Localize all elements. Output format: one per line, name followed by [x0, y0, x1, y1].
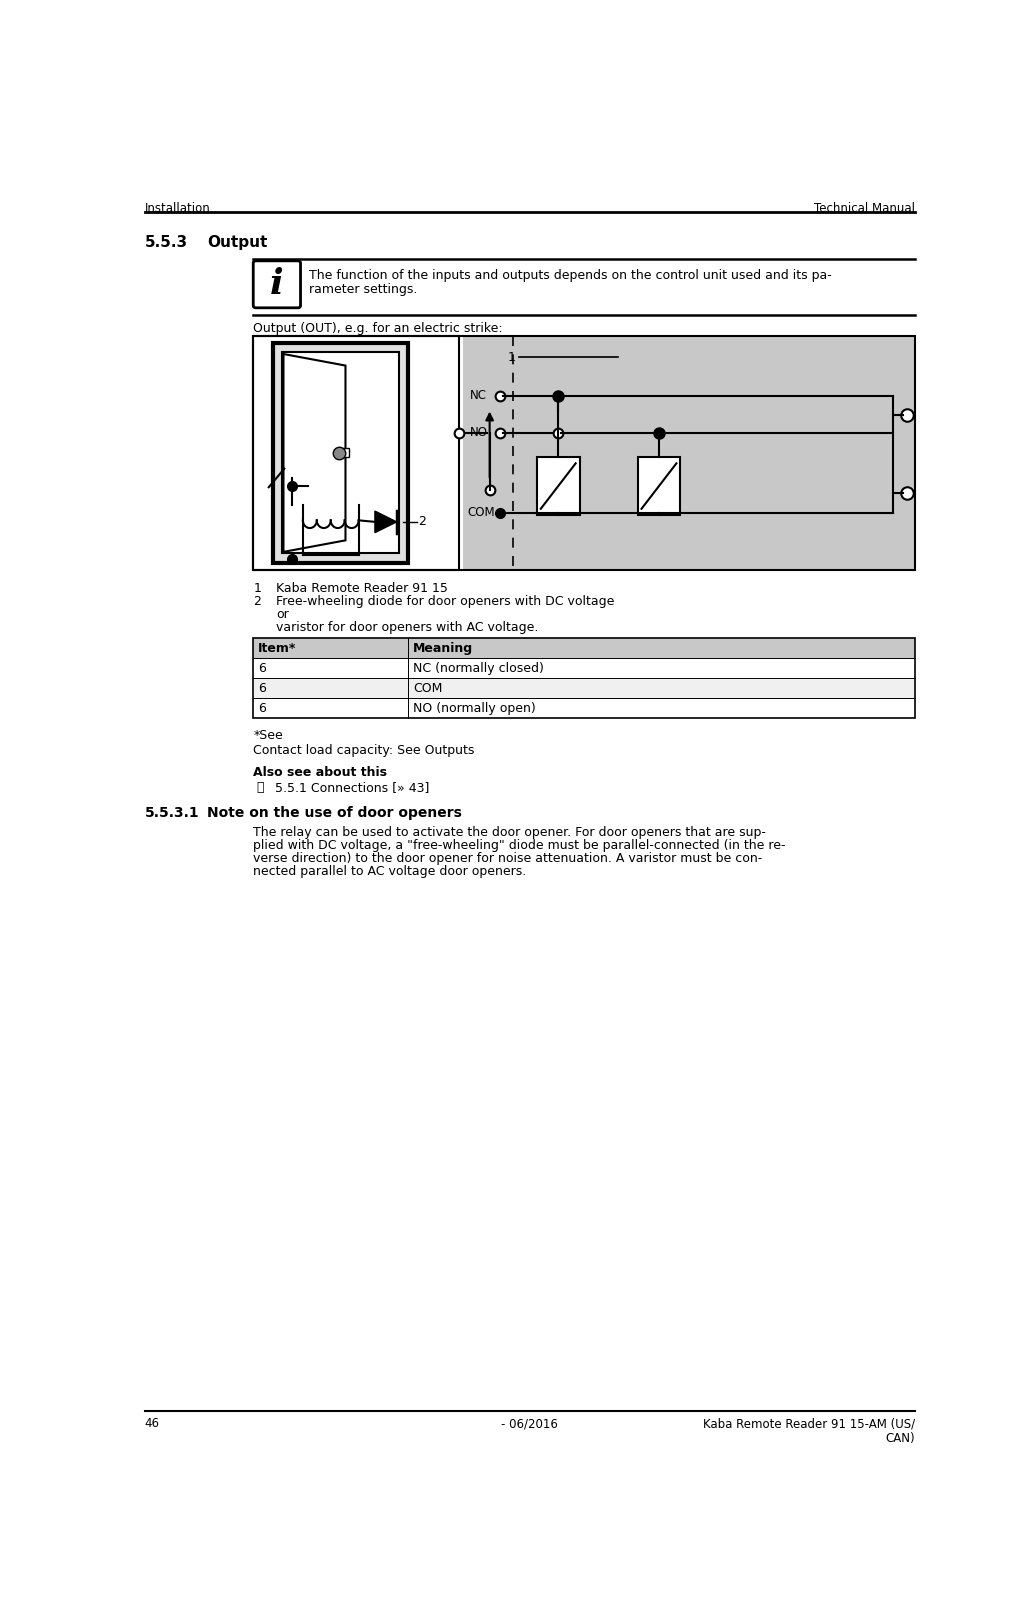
Text: Kaba Remote Reader 91 15: Kaba Remote Reader 91 15 [276, 582, 449, 595]
Text: Item*: Item* [257, 642, 297, 655]
Text: Free-wheeling diode for door openers with DC voltage: Free-wheeling diode for door openers wit… [276, 595, 615, 608]
Text: COM: COM [467, 507, 495, 520]
Text: Meaning: Meaning [413, 642, 473, 655]
Text: rameter settings.: rameter settings. [309, 283, 418, 296]
Text: nected parallel to AC voltage door openers.: nected parallel to AC voltage door opene… [253, 866, 526, 879]
Text: *See: *See [253, 729, 283, 742]
Text: or: or [276, 608, 290, 621]
Polygon shape [283, 354, 345, 552]
Bar [253, 336, 915, 570]
Text: plied with DC voltage, a "free-wheeling" diode must be parallel-connected (in th: plied with DC voltage, a "free-wheeling"… [253, 840, 786, 853]
Bar [273, 343, 408, 563]
Text: 46: 46 [145, 1418, 159, 1430]
Polygon shape [375, 512, 397, 533]
Text: COM: COM [413, 682, 443, 695]
Text: Note on the use of door openers: Note on the use of door openers [207, 806, 461, 821]
Text: 5.5.1 Connections [» 43]: 5.5.1 Connections [» 43] [267, 780, 429, 793]
Text: 6: 6 [257, 702, 266, 714]
Bar [253, 336, 459, 570]
Text: Output (OUT), e.g. for an electric strike:: Output (OUT), e.g. for an electric strik… [253, 322, 503, 335]
Text: - 06/2016: - 06/2016 [501, 1418, 558, 1430]
Text: 6: 6 [257, 661, 266, 674]
Text: 5.5.3: 5.5.3 [145, 235, 188, 251]
Bar [253, 698, 915, 718]
Text: NC (normally closed): NC (normally closed) [413, 661, 544, 674]
Bar [253, 658, 915, 677]
Bar [253, 639, 915, 718]
Text: 2: 2 [253, 595, 262, 608]
Text: Contact load capacity: See Outputs: Contact load capacity: See Outputs [253, 745, 475, 758]
FancyBboxPatch shape [253, 261, 301, 307]
Text: Technical Manual: Technical Manual [814, 203, 915, 216]
Bar [638, 457, 680, 515]
Text: NO: NO [470, 426, 488, 439]
Bar [462, 336, 915, 570]
Bar [537, 457, 579, 515]
Text: 5.5.3.1: 5.5.3.1 [145, 806, 200, 821]
Text: The relay can be used to activate the door opener. For door openers that are sup: The relay can be used to activate the do… [253, 825, 766, 838]
Text: Installation: Installation [145, 203, 211, 216]
Text: 1: 1 [253, 582, 262, 595]
Text: NO (normally open): NO (normally open) [413, 702, 536, 714]
Bar [253, 677, 915, 698]
Text: ⎓: ⎓ [256, 780, 264, 793]
Bar [253, 639, 915, 658]
Text: Kaba Remote Reader 91 15-AM (US/
CAN): Kaba Remote Reader 91 15-AM (US/ CAN) [703, 1418, 915, 1445]
Text: 2: 2 [419, 515, 426, 528]
Text: 6: 6 [257, 682, 266, 695]
Bar [342, 447, 348, 457]
Bar [282, 352, 399, 553]
Text: Also see about this: Also see about this [253, 766, 388, 779]
Text: verse direction) to the door opener for noise attenuation. A varistor must be co: verse direction) to the door opener for … [253, 853, 762, 866]
Text: varistor for door openers with AC voltage.: varistor for door openers with AC voltag… [276, 621, 539, 634]
Text: 1: 1 [508, 351, 515, 364]
Text: NC: NC [470, 389, 487, 402]
Text: i: i [270, 267, 283, 301]
Text: The function of the inputs and outputs depends on the control unit used and its : The function of the inputs and outputs d… [309, 269, 831, 282]
Text: Output: Output [207, 235, 267, 251]
